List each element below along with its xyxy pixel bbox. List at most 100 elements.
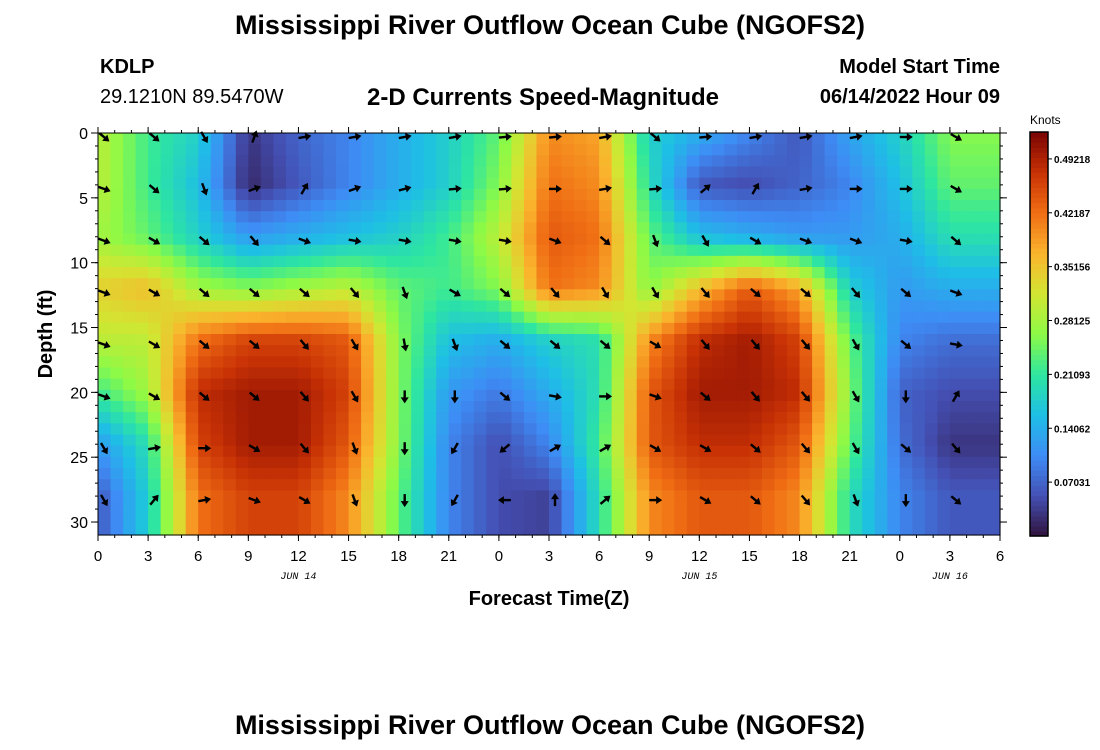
current-vector-arrow [799, 184, 813, 193]
heatmap-cell [561, 445, 575, 458]
heatmap-cell [661, 166, 675, 179]
colorbar-swatch [1030, 510, 1048, 517]
heatmap-cell [736, 255, 751, 268]
heatmap-cell [536, 211, 550, 223]
heatmap-cell [210, 233, 224, 246]
heatmap-cell [185, 378, 199, 391]
colorbar-swatch [1030, 485, 1048, 492]
heatmap-cell [411, 144, 425, 156]
heatmap-cell [912, 200, 926, 212]
colorbar-swatch [1030, 238, 1048, 244]
heatmap-cell [285, 445, 300, 458]
heatmap-cell [987, 233, 1001, 246]
heatmap-cell [135, 300, 149, 313]
heatmap-cell [160, 255, 174, 268]
heatmap-cell [185, 412, 199, 424]
heatmap-cell [649, 367, 663, 380]
heatmap-cell [862, 233, 876, 246]
heatmap-cell [899, 211, 913, 223]
colorbar-swatch [1030, 212, 1048, 219]
heatmap-cell [411, 155, 425, 168]
heatmap-cell [586, 512, 600, 525]
heatmap-cell [699, 356, 713, 369]
heatmap-cell [235, 523, 249, 536]
heatmap-cell [699, 523, 713, 536]
heatmap-cell [135, 479, 149, 491]
heatmap-cell [260, 244, 274, 257]
heatmap-cell [849, 322, 863, 335]
heatmap-cell [624, 501, 638, 514]
x-tick-label: 12 [290, 548, 307, 565]
heatmap-cell [373, 523, 387, 536]
heatmap-cell [235, 300, 249, 313]
heatmap-cell [185, 311, 199, 324]
heatmap-cell [310, 412, 325, 424]
heatmap-cell [536, 233, 550, 246]
heatmap-cell [561, 233, 575, 246]
heatmap-cell [711, 322, 725, 335]
heatmap-cell [749, 233, 763, 246]
heatmap-cell [937, 356, 951, 369]
heatmap-cell [423, 278, 437, 290]
heatmap-cell [436, 311, 450, 324]
heatmap-cell [98, 244, 112, 257]
heatmap-cell [148, 345, 162, 357]
current-vector-arrow [750, 287, 761, 298]
heatmap-cell [649, 200, 663, 212]
current-vector-arrow [398, 184, 412, 193]
heatmap-cell [536, 322, 550, 335]
heatmap-cell [461, 501, 475, 514]
heatmap-cell [937, 133, 951, 145]
current-vector-arrow [599, 235, 611, 246]
heatmap-cell [323, 401, 337, 413]
heatmap-cell [348, 334, 362, 346]
heatmap-cell [235, 233, 249, 246]
heatmap-cell [160, 356, 174, 369]
heatmap-cell [624, 255, 638, 268]
heatmap-cell [974, 267, 989, 279]
heatmap-cell [586, 133, 600, 145]
heatmap-cell [361, 244, 375, 257]
heatmap-cell [398, 501, 412, 514]
heatmap-cell [361, 412, 375, 424]
heatmap-cell [711, 445, 725, 458]
heatmap-cell [974, 200, 989, 212]
heatmap-cell [273, 211, 287, 223]
heatmap-cell [749, 200, 763, 212]
heatmap-cell [799, 133, 813, 145]
heatmap-cell [599, 300, 613, 313]
current-vector-arrow [548, 132, 562, 141]
heatmap-cell [223, 345, 237, 357]
heatmap-cell [310, 244, 325, 257]
heatmap-cell [636, 155, 650, 168]
colorbar-swatch [1030, 419, 1048, 426]
heatmap-cell [962, 445, 976, 458]
heatmap-cell [361, 300, 375, 313]
heatmap-cell [423, 401, 437, 413]
heatmap-cell [336, 445, 350, 458]
heatmap-cell [624, 412, 638, 424]
heatmap-cell [974, 334, 989, 346]
heatmap-cell [824, 490, 838, 503]
heatmap-cell [686, 155, 700, 168]
heatmap-cell [586, 434, 600, 447]
heatmap-cell [436, 255, 450, 268]
heatmap-cell [511, 523, 525, 536]
x-tick-label: 18 [390, 548, 407, 565]
heatmap-cell [135, 255, 149, 268]
heatmap-cell [398, 468, 412, 480]
heatmap-cell [574, 423, 588, 436]
heatmap-cell [949, 244, 964, 257]
heatmap-cell [423, 445, 437, 458]
heatmap-cell [611, 356, 625, 369]
heatmap-cell [135, 378, 149, 391]
heatmap-cell [636, 501, 650, 514]
heatmap-cell [599, 445, 613, 458]
colorbar-swatch [1030, 253, 1048, 259]
heatmap-cell [799, 144, 813, 156]
heatmap-cell [336, 311, 350, 324]
current-vector-arrow [451, 338, 459, 352]
heatmap-cell [110, 501, 124, 514]
heatmap-cell [912, 267, 926, 279]
heatmap-cell [761, 278, 776, 290]
